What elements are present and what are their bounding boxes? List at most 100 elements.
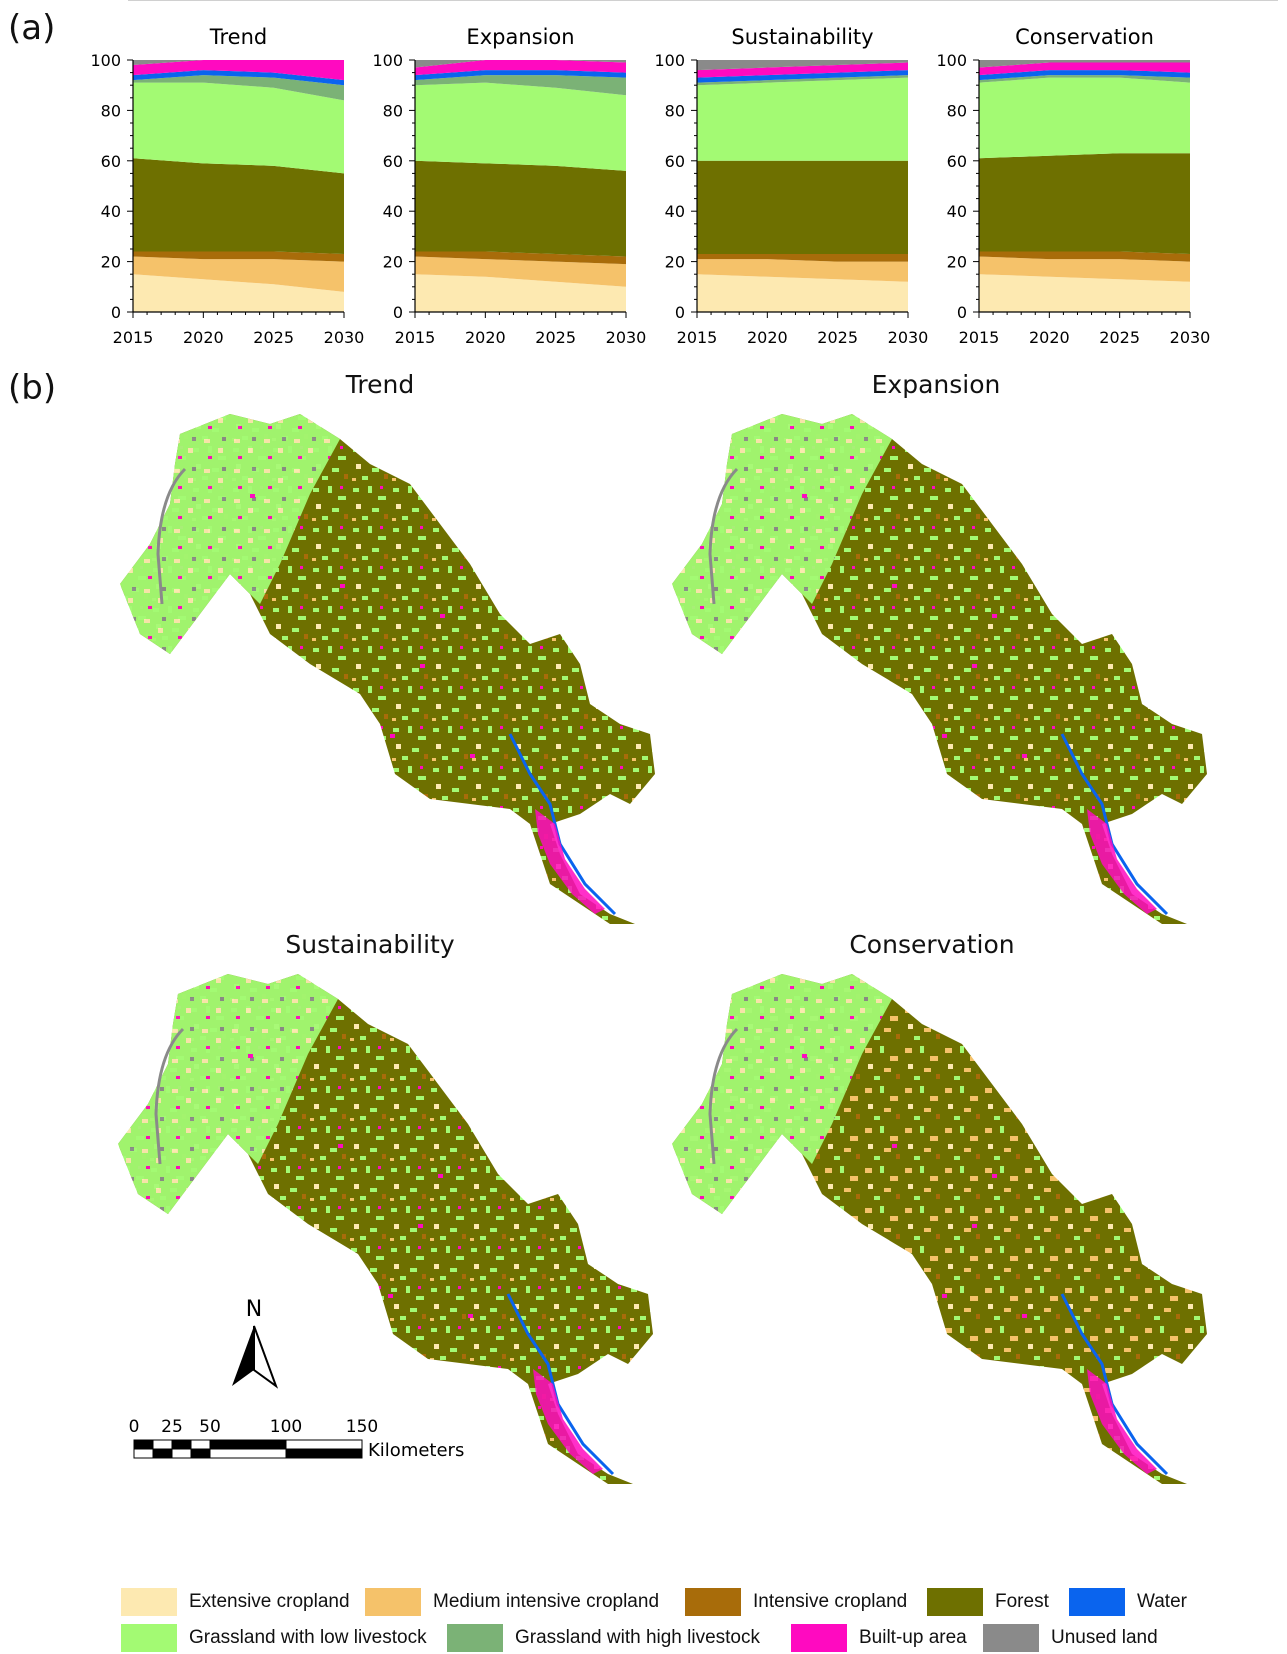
- x-tick-label: 2030: [1170, 328, 1211, 347]
- x-tick-label: 2025: [535, 328, 576, 347]
- y-tick-label: 80: [383, 101, 403, 120]
- legend-item-unused: Unused land: [983, 1624, 1158, 1652]
- area-water: [697, 70, 908, 83]
- x-tick-label: 2015: [677, 328, 718, 347]
- legend-item-extensive: Extensive cropland: [121, 1588, 350, 1616]
- y-tick-label: 20: [947, 253, 967, 272]
- area-intensive: [133, 251, 344, 262]
- area-grassland_high: [415, 75, 626, 96]
- scale-unit: Kilometers: [368, 1440, 464, 1461]
- map-expansion: [672, 414, 1207, 924]
- y-tick-label: 80: [665, 101, 685, 120]
- area-medium: [697, 259, 908, 282]
- x-tick-label: 2030: [888, 328, 929, 347]
- area-extensive: [133, 274, 344, 312]
- land-use-maps: [118, 414, 1207, 1484]
- y-tick-label: 60: [383, 152, 403, 171]
- area-water: [415, 70, 626, 81]
- x-tick-label: 2020: [465, 328, 506, 347]
- x-tick-label: 2015: [113, 328, 154, 347]
- y-tick-label: 0: [957, 303, 967, 322]
- x-tick-label: 2025: [1099, 328, 1140, 347]
- panel-label-a: (a): [8, 8, 56, 48]
- map-conservation: [672, 974, 1207, 1484]
- area-water: [979, 70, 1190, 81]
- y-tick-label: 100: [372, 51, 403, 70]
- chart-title: Expansion: [466, 25, 574, 49]
- x-tick-label: 2030: [606, 328, 647, 347]
- scale-tick-label: 0: [129, 1417, 140, 1437]
- y-tick-label: 60: [101, 152, 121, 171]
- map-sustainability: [118, 974, 653, 1484]
- y-tick-label: 20: [383, 253, 403, 272]
- legend-item-grassland-high: Grassland with high livestock: [447, 1624, 760, 1652]
- scale-and-north: N 0 25 50 100 150 Kilometers: [129, 1297, 465, 1461]
- area-grassland_high: [979, 75, 1190, 83]
- area-builtup: [697, 62, 908, 78]
- y-tick-label: 0: [675, 303, 685, 322]
- y-tick-label: 40: [383, 202, 403, 221]
- legend-item-intensive: Intensive cropland: [685, 1588, 907, 1616]
- map-title-conservation: Conservation: [849, 930, 1015, 959]
- area-forest: [133, 158, 344, 255]
- y-tick-label: 40: [665, 202, 685, 221]
- top-rule: [128, 0, 1278, 1]
- legend-item-builtup: Built-up area: [791, 1624, 967, 1652]
- area-intensive: [697, 254, 908, 262]
- area-forest: [697, 160, 908, 255]
- area-grassland_high: [133, 75, 344, 101]
- north-label: N: [246, 1297, 262, 1322]
- x-tick-label: 2025: [817, 328, 858, 347]
- chart-trend: Trend 0 20 40 60 80 100 2015 2020 2025 2030: [90, 25, 364, 347]
- chart-title: Trend: [209, 25, 267, 49]
- y-tick-label: 0: [111, 303, 121, 322]
- area-extensive: [979, 274, 1190, 312]
- scale-tick-label: 50: [199, 1417, 221, 1437]
- area-forest: [979, 153, 1190, 255]
- y-tick-label: 60: [947, 152, 967, 171]
- y-tick-label: 20: [101, 253, 121, 272]
- area-grassland_low: [133, 82, 344, 174]
- y-tick-label: 80: [947, 101, 967, 120]
- chart-expansion: Expansion 0 20 40 60 80 100 2015 2020 2025 2030: [372, 25, 646, 347]
- chart-title: Sustainability: [731, 25, 873, 49]
- area-grassland_low: [415, 82, 626, 171]
- x-tick-label: 2025: [253, 328, 294, 347]
- area-builtup: [415, 60, 626, 76]
- y-tick-label: 40: [101, 202, 121, 221]
- area-unused: [979, 60, 1190, 68]
- chart-conservation: Conservation 0 20 40 60 80 100 2015 2020 2025 2030: [936, 25, 1210, 347]
- area-unused: [133, 60, 344, 66]
- area-grassland_low: [697, 77, 908, 161]
- legend-item-medium: Medium intensive cropland: [365, 1588, 659, 1616]
- y-tick-label: 100: [90, 51, 121, 70]
- area-intensive: [979, 251, 1190, 262]
- legend: Extensive cropland Medium intensive crop…: [121, 1588, 1281, 1652]
- area-medium: [133, 256, 344, 292]
- area-medium: [415, 256, 626, 287]
- map-title-sustainability: Sustainability: [285, 930, 455, 959]
- x-tick-label: 2015: [959, 328, 1000, 347]
- area-builtup: [979, 62, 1190, 76]
- area-grassland_high: [697, 75, 908, 86]
- y-tick-label: 100: [936, 51, 967, 70]
- area-medium: [979, 256, 1190, 282]
- x-tick-label: 2020: [747, 328, 788, 347]
- x-tick-label: 2030: [324, 328, 365, 347]
- y-tick-label: 20: [665, 253, 685, 272]
- legend-item-forest: Forest: [927, 1588, 1049, 1616]
- map-trend: [120, 414, 655, 924]
- x-tick-label: 2015: [395, 328, 436, 347]
- chart-title: Conservation: [1015, 25, 1154, 49]
- scale-tick-label: 100: [270, 1417, 302, 1437]
- area-water: [133, 70, 344, 86]
- area-unused: [697, 60, 908, 71]
- area-builtup: [133, 60, 344, 81]
- area-intensive: [415, 251, 626, 265]
- x-tick-label: 2020: [183, 328, 224, 347]
- scale-tick-label: 25: [161, 1417, 183, 1437]
- y-tick-label: 80: [101, 101, 121, 120]
- area-extensive: [697, 274, 908, 312]
- chart-sustainability: Sustainability 0 20 40 60 80 100 2015 2020 2025 20…: [654, 25, 928, 347]
